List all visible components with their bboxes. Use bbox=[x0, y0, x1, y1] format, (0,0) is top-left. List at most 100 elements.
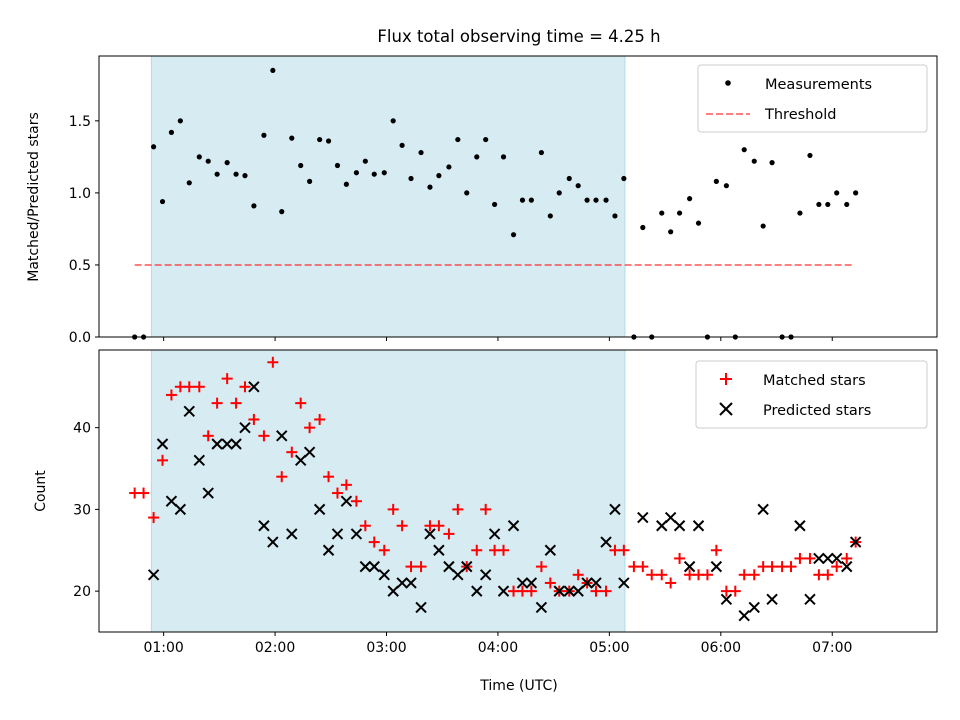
measurement-point bbox=[816, 201, 822, 208]
measurement-point bbox=[408, 175, 414, 182]
measurement-point bbox=[621, 175, 627, 182]
measurement-point bbox=[834, 190, 840, 196]
matched-star-point bbox=[433, 520, 445, 532]
predicted-star-point bbox=[202, 487, 214, 499]
measurement-point bbox=[483, 136, 489, 143]
matched-star-point bbox=[314, 413, 326, 425]
measurement-point bbox=[151, 144, 157, 150]
matched-star-point bbox=[295, 397, 307, 409]
top-y-tick-label: 1.5 bbox=[69, 114, 91, 130]
legend-measurements-marker bbox=[725, 80, 731, 86]
predicted-star-point bbox=[433, 544, 445, 556]
measurement-point bbox=[640, 224, 646, 231]
matched-star-point bbox=[230, 397, 242, 409]
matched-star-point bbox=[637, 561, 649, 573]
predicted-star-point bbox=[193, 454, 205, 467]
predicted-star-point bbox=[452, 569, 464, 581]
x-tick-label: 06:00 bbox=[701, 640, 741, 656]
matched-star-point bbox=[165, 389, 177, 401]
matched-star-point bbox=[405, 561, 417, 573]
top-legend: Measurements Threshold bbox=[697, 64, 928, 133]
matched-star-point bbox=[323, 471, 335, 483]
bottom-legend: Matched stars Predicted stars bbox=[695, 360, 928, 429]
x-tick-label: 02:00 bbox=[255, 640, 295, 656]
matched-star-point bbox=[138, 487, 150, 499]
matched-star-point bbox=[471, 544, 483, 556]
measurement-point bbox=[659, 210, 665, 216]
measurement-point bbox=[242, 173, 248, 179]
predicted-star-point bbox=[572, 585, 584, 597]
matched-star-point bbox=[480, 503, 492, 515]
measurement-point bbox=[687, 196, 693, 202]
measurement-point bbox=[547, 213, 553, 219]
top-panel: 0.0 0.5 1.0 1.5 Matched/Predicted stars Mea… bbox=[26, 55, 938, 346]
predicted-star-point bbox=[340, 495, 353, 507]
x-tick-label: 05:00 bbox=[589, 640, 629, 656]
predicted-star-point bbox=[396, 577, 408, 589]
matched-star-point bbox=[202, 430, 214, 442]
predicted-star-point bbox=[156, 438, 169, 450]
bottom-panel: 20 30 40 01:00 02:00 03:00 04:00 05:00 06:00 07:… bbox=[33, 349, 938, 694]
measurement-point bbox=[289, 135, 295, 141]
measurement-point bbox=[676, 210, 683, 216]
predicted-star-point bbox=[147, 569, 160, 581]
predicted-star-point bbox=[822, 552, 834, 565]
predicted-star-point bbox=[535, 601, 548, 614]
matched-star-point bbox=[359, 520, 371, 532]
measurement-point bbox=[270, 67, 276, 74]
predicted-star-point bbox=[581, 577, 593, 589]
measurement-point bbox=[177, 118, 183, 124]
measurement-point bbox=[528, 197, 534, 203]
measurement-point bbox=[159, 198, 166, 205]
predicted-star-point bbox=[710, 560, 723, 573]
legend-threshold-label: Threshold bbox=[764, 107, 836, 123]
predicted-star-point bbox=[849, 536, 862, 548]
measurement-point bbox=[251, 203, 257, 209]
matched-star-point bbox=[239, 381, 251, 393]
bottom-y-tick-label: 30 bbox=[73, 502, 91, 518]
measurement-point bbox=[741, 147, 747, 153]
predicted-star-point bbox=[757, 503, 769, 516]
matched-star-point bbox=[331, 487, 343, 499]
predicted-star-point bbox=[525, 577, 538, 589]
measurement-point bbox=[474, 154, 480, 160]
measurement-point bbox=[279, 209, 285, 215]
predicted-star-point bbox=[183, 405, 195, 418]
predicted-star-point bbox=[405, 577, 417, 589]
predicted-star-point bbox=[507, 520, 520, 532]
matched-star-point bbox=[804, 552, 816, 564]
measurement-point bbox=[317, 136, 323, 143]
measurement-point bbox=[500, 154, 507, 160]
predicted-star-point bbox=[738, 609, 750, 622]
predicted-star-point bbox=[387, 585, 399, 597]
predicted-star-point bbox=[443, 560, 455, 573]
measurement-point bbox=[381, 170, 387, 176]
predicted-star-point bbox=[331, 528, 344, 540]
measurement-point bbox=[612, 213, 618, 219]
predicted-star-point bbox=[673, 520, 686, 532]
measurement-point bbox=[455, 136, 461, 143]
matched-star-point bbox=[368, 536, 380, 548]
predicted-star-point bbox=[350, 528, 363, 540]
measurement-point bbox=[797, 210, 803, 216]
bottom-axes-frame bbox=[98, 349, 938, 633]
matched-star-point bbox=[831, 561, 843, 573]
matched-star-point bbox=[701, 569, 713, 581]
top-observing-window-shade bbox=[150, 55, 626, 338]
matched-star-point bbox=[674, 552, 686, 564]
measurement-point bbox=[593, 197, 599, 203]
measurement-point bbox=[224, 160, 230, 166]
matched-star-point bbox=[286, 446, 298, 458]
measurement-point bbox=[436, 173, 442, 179]
predicted-star-point bbox=[748, 601, 760, 614]
matched-star-point bbox=[646, 569, 658, 581]
x-tick-label: 01:00 bbox=[143, 640, 183, 656]
matched-star-point bbox=[452, 503, 464, 515]
figure-title: Flux total observing time = 4.25 h bbox=[377, 27, 660, 46]
top-y-tick-label: 1.0 bbox=[69, 186, 91, 202]
matched-star-point bbox=[248, 413, 260, 425]
matched-star-point bbox=[276, 471, 288, 483]
predicted-star-point bbox=[637, 511, 649, 524]
legend-measurements-label: Measurements bbox=[765, 77, 872, 93]
